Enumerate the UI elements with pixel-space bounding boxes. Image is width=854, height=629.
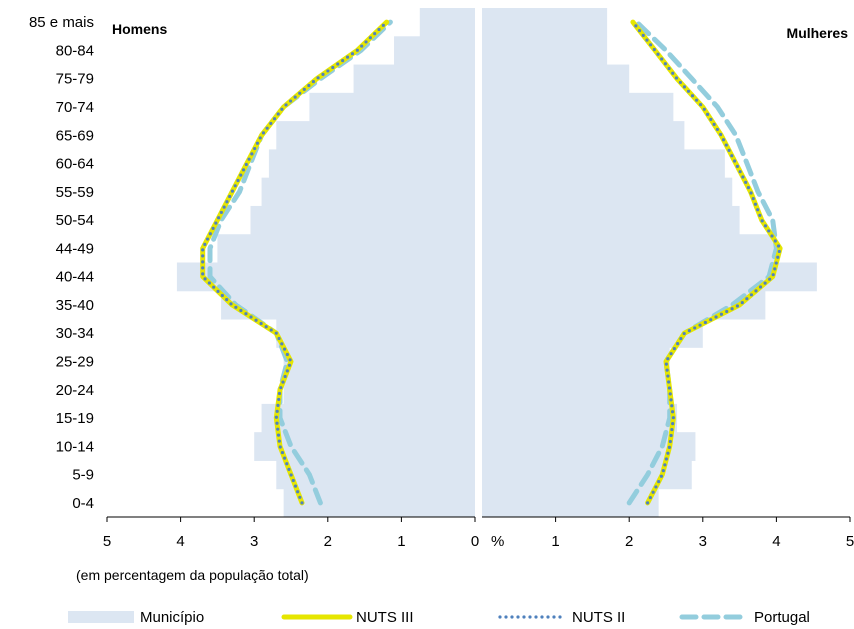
legend-swatch-munic-pio xyxy=(68,611,134,623)
bar-women-80-84 xyxy=(482,36,608,66)
bar-women-50-54 xyxy=(482,205,740,235)
legend-label-nuts-ii: NUTS II xyxy=(572,609,625,626)
x-ticks: 5 4 3 2 1 0 1 2 3 4 5 xyxy=(103,533,854,550)
bar-women-70-74 xyxy=(482,92,674,122)
legend: Município NUTS III NUTS II Portugal xyxy=(68,609,810,626)
tick-label-4: 1 xyxy=(397,533,405,550)
age-label-50-54: 50-54 xyxy=(56,212,94,229)
bar-women-65-69 xyxy=(482,121,685,150)
tick-label-0: 5 xyxy=(103,533,111,550)
age-label-55-59: 55-59 xyxy=(56,184,94,201)
bar-men-30-34 xyxy=(276,319,475,348)
age-label-85-e-mais: 85 e mais xyxy=(29,14,94,31)
age-label-10-14: 10-14 xyxy=(56,438,94,455)
bar-men-60-64 xyxy=(268,149,475,179)
age-label-5-9: 5-9 xyxy=(72,467,94,484)
age-label-70-74: 70-74 xyxy=(56,99,94,116)
bar-men-44-49 xyxy=(217,234,475,263)
bar-women-44-49 xyxy=(482,234,777,263)
age-label-65-69: 65-69 xyxy=(56,127,94,144)
tick-label-10: 5 xyxy=(846,533,854,550)
tick-label-7: 2 xyxy=(625,533,633,550)
age-label-35-40: 35-40 xyxy=(56,297,94,314)
tick-label-1: 4 xyxy=(176,533,184,550)
tick-label-9: 4 xyxy=(772,533,780,550)
bar-women-15-19 xyxy=(482,403,678,433)
age-label-80-84: 80-84 xyxy=(56,42,94,59)
bar-men-15-19 xyxy=(261,403,475,433)
legend-label-portugal: Portugal xyxy=(754,609,810,626)
age-label-40-44: 40-44 xyxy=(56,269,94,286)
age-label-60-64: 60-64 xyxy=(56,156,94,173)
line-portugal-women xyxy=(626,19,779,506)
tick-label-6: 1 xyxy=(551,533,559,550)
bar-men-20-24 xyxy=(283,375,475,405)
left-panel-title: Homens xyxy=(112,21,167,37)
age-labels: 0-4 5-9 10-14 15-19 20-24 25-29 30-34 35-40 40-4… xyxy=(29,14,94,512)
legend-label-munic-pio: Município xyxy=(140,609,204,626)
bar-men-85-e-mais xyxy=(419,8,475,37)
tick-label-3: 2 xyxy=(324,533,332,550)
right-panel-title: Mulheres xyxy=(787,25,849,41)
line-nuts-ii-women xyxy=(631,20,782,505)
bar-men-55-59 xyxy=(261,177,475,207)
bar-men-40-44 xyxy=(176,262,476,292)
line-nuts-ii-men xyxy=(201,20,389,505)
age-label-20-24: 20-24 xyxy=(56,382,94,399)
bar-women-55-59 xyxy=(482,177,733,207)
bar-men-0-4 xyxy=(283,488,475,518)
tick-label-8: 3 xyxy=(699,533,707,550)
bar-men-80-84 xyxy=(394,36,475,66)
bars-layer xyxy=(176,8,817,518)
age-label-44-49: 44-49 xyxy=(56,240,94,257)
tick-label-5: 0 xyxy=(471,533,479,550)
bar-women-60-64 xyxy=(482,149,725,179)
bar-men-65-69 xyxy=(276,121,475,150)
age-label-15-19: 15-19 xyxy=(56,410,94,427)
bar-men-5-9 xyxy=(276,460,475,490)
tick-label-2: 3 xyxy=(250,533,258,550)
bar-women-75-79 xyxy=(482,64,630,94)
bar-men-25-29 xyxy=(283,347,475,377)
bar-men-50-54 xyxy=(250,205,475,235)
bar-women-30-34 xyxy=(482,319,703,348)
x-axis-note: (em percentagem da população total) xyxy=(76,567,309,583)
age-label-75-79: 75-79 xyxy=(56,71,94,88)
bar-men-35-40 xyxy=(221,290,475,320)
lines-layer xyxy=(200,19,783,506)
bar-men-70-74 xyxy=(309,92,475,122)
bar-women-0-4 xyxy=(482,488,659,518)
bar-women-85-e-mais xyxy=(482,8,608,37)
x-unit-label: % xyxy=(491,533,504,550)
age-label-30-34: 30-34 xyxy=(56,325,94,342)
legend-label-nuts-iii: NUTS III xyxy=(356,609,414,626)
bar-men-75-79 xyxy=(353,64,475,94)
bar-women-25-29 xyxy=(482,347,670,377)
axes-layer xyxy=(106,516,851,522)
age-label-25-29: 25-29 xyxy=(56,353,94,370)
bar-women-20-24 xyxy=(482,375,670,405)
age-label-0-4: 0-4 xyxy=(72,495,94,512)
